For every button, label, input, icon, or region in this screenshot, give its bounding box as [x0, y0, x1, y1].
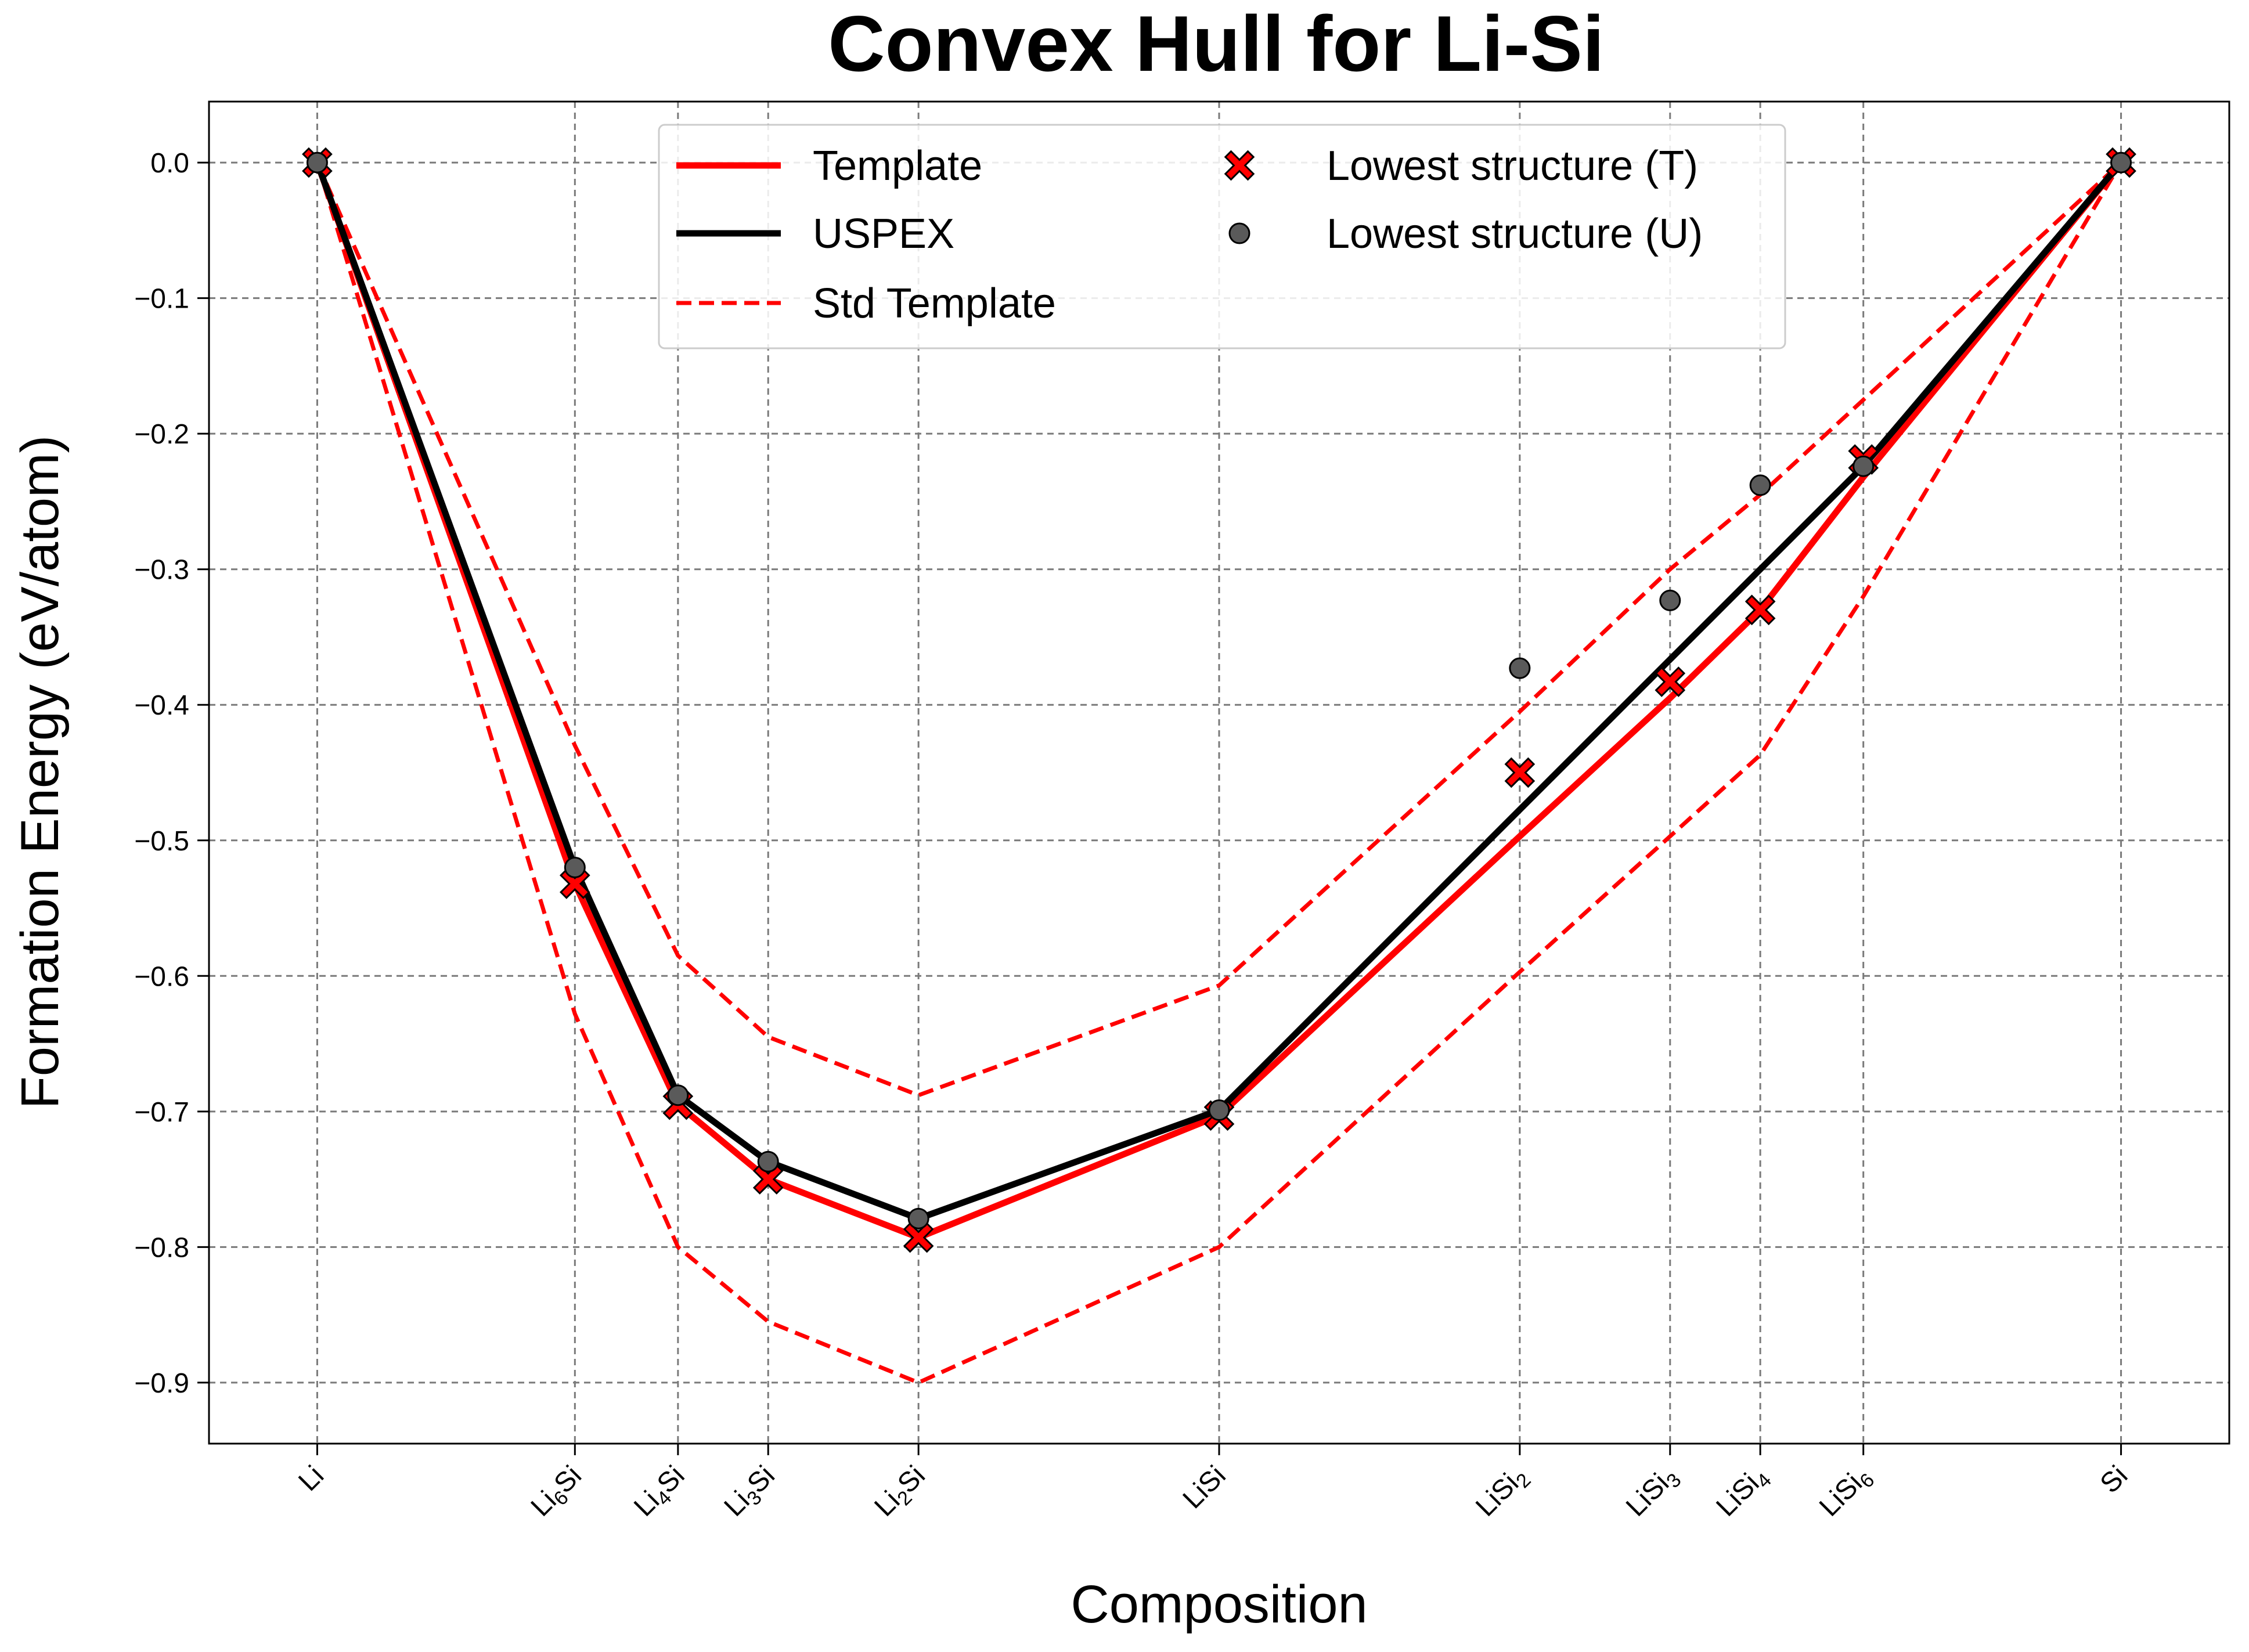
y-tick-label: −0.3: [134, 555, 189, 586]
y-tick-label: −0.4: [134, 690, 189, 721]
x-tick-label-li3si: Li3Si: [719, 1460, 784, 1525]
x-tick-label-lisi6: LiSi6: [1814, 1460, 1879, 1525]
x-tick-label-lisi: LiSi: [1177, 1460, 1232, 1514]
legend-box: [658, 124, 1786, 349]
legend-label: Lowest structure (T): [1327, 143, 1698, 189]
uspex-lowest-marker: [1509, 657, 1531, 679]
x-tick-label-li: Li: [293, 1460, 330, 1497]
template-lowest-marker: [1745, 594, 1776, 626]
y-tick-label: −0.5: [134, 826, 189, 857]
marker-layer: [302, 147, 2136, 1253]
y-axis-label: Formation Energy (eV/atom): [10, 435, 70, 1109]
x-tick-label-li6si: Li6Si: [525, 1460, 590, 1525]
tick-label-base: LiSi: [1177, 1460, 1232, 1514]
uspex-lowest-marker: [564, 856, 586, 878]
uspex-lowest-marker: [1659, 589, 1681, 611]
legend-swatch-circle: [1228, 222, 1250, 244]
uspex-lowest-marker: [1208, 1099, 1230, 1121]
uspex-lowest-marker: [1852, 455, 1875, 477]
series-line-std-template-lower: [315, 161, 2123, 1385]
legend-label: Std Template: [813, 280, 1056, 327]
x-tick-label-li4si: Li4Si: [628, 1460, 693, 1525]
legend-label: USPEX: [813, 211, 954, 257]
uspex-lowest-marker: [757, 1150, 779, 1173]
x-tick-label-lisi3: LiSi3: [1620, 1460, 1685, 1525]
legend-label: Template: [813, 143, 982, 189]
x-tick-label-lisi4: LiSi4: [1710, 1460, 1775, 1525]
x-tick-label-li2si: Li2Si: [868, 1460, 934, 1525]
x-tick-label-lisi2: LiSi2: [1470, 1460, 1535, 1525]
y-axis-ticks: 0.0 −0.1 −0.2 −0.3 −0.4 −0.5 −0.6 −0.7 −0.8 −0.9: [134, 148, 209, 1399]
y-tick-label: −0.7: [134, 1097, 189, 1128]
template-lowest-marker: [903, 1222, 934, 1253]
legend-swatch-x: [1224, 150, 1255, 181]
y-tick-label: −0.6: [134, 961, 189, 992]
x-tick-label-si: Si: [2095, 1460, 2134, 1499]
template-lowest-marker: [1655, 666, 1686, 697]
tick-label-base: Si: [2095, 1460, 2134, 1499]
uspex-lowest-marker: [1749, 474, 1771, 496]
y-tick-label: −0.9: [134, 1368, 189, 1399]
tick-label-base: Li: [293, 1460, 330, 1497]
template-lowest-marker: [1504, 757, 1536, 788]
x-axis-label: Composition: [1071, 1575, 1367, 1634]
y-tick-label: −0.1: [134, 284, 189, 315]
uspex-lowest-marker: [306, 152, 328, 174]
chart-title: Convex Hull for Li-Si: [828, 0, 1604, 88]
series-line-std-template: [315, 161, 2122, 1098]
y-tick-label: 0.0: [150, 148, 189, 179]
uspex-lowest-marker: [907, 1207, 929, 1229]
template-lowest-marker: [752, 1164, 784, 1195]
x-axis-ticks: Li Li6Si Li4Si Li3Si Li2Si LiSi LiSi2 LiSi3 LiSi…: [293, 1444, 2134, 1525]
legend-label: Lowest structure (U): [1327, 211, 1703, 257]
y-tick-label: −0.2: [134, 419, 189, 450]
series-line-uspex: [314, 160, 2124, 1222]
uspex-lowest-marker: [667, 1084, 689, 1106]
uspex-lowest-marker: [2110, 152, 2132, 174]
y-tick-label: −0.8: [134, 1232, 189, 1263]
legend: Template USPEX Std Template Lowest structur…: [658, 124, 1786, 349]
